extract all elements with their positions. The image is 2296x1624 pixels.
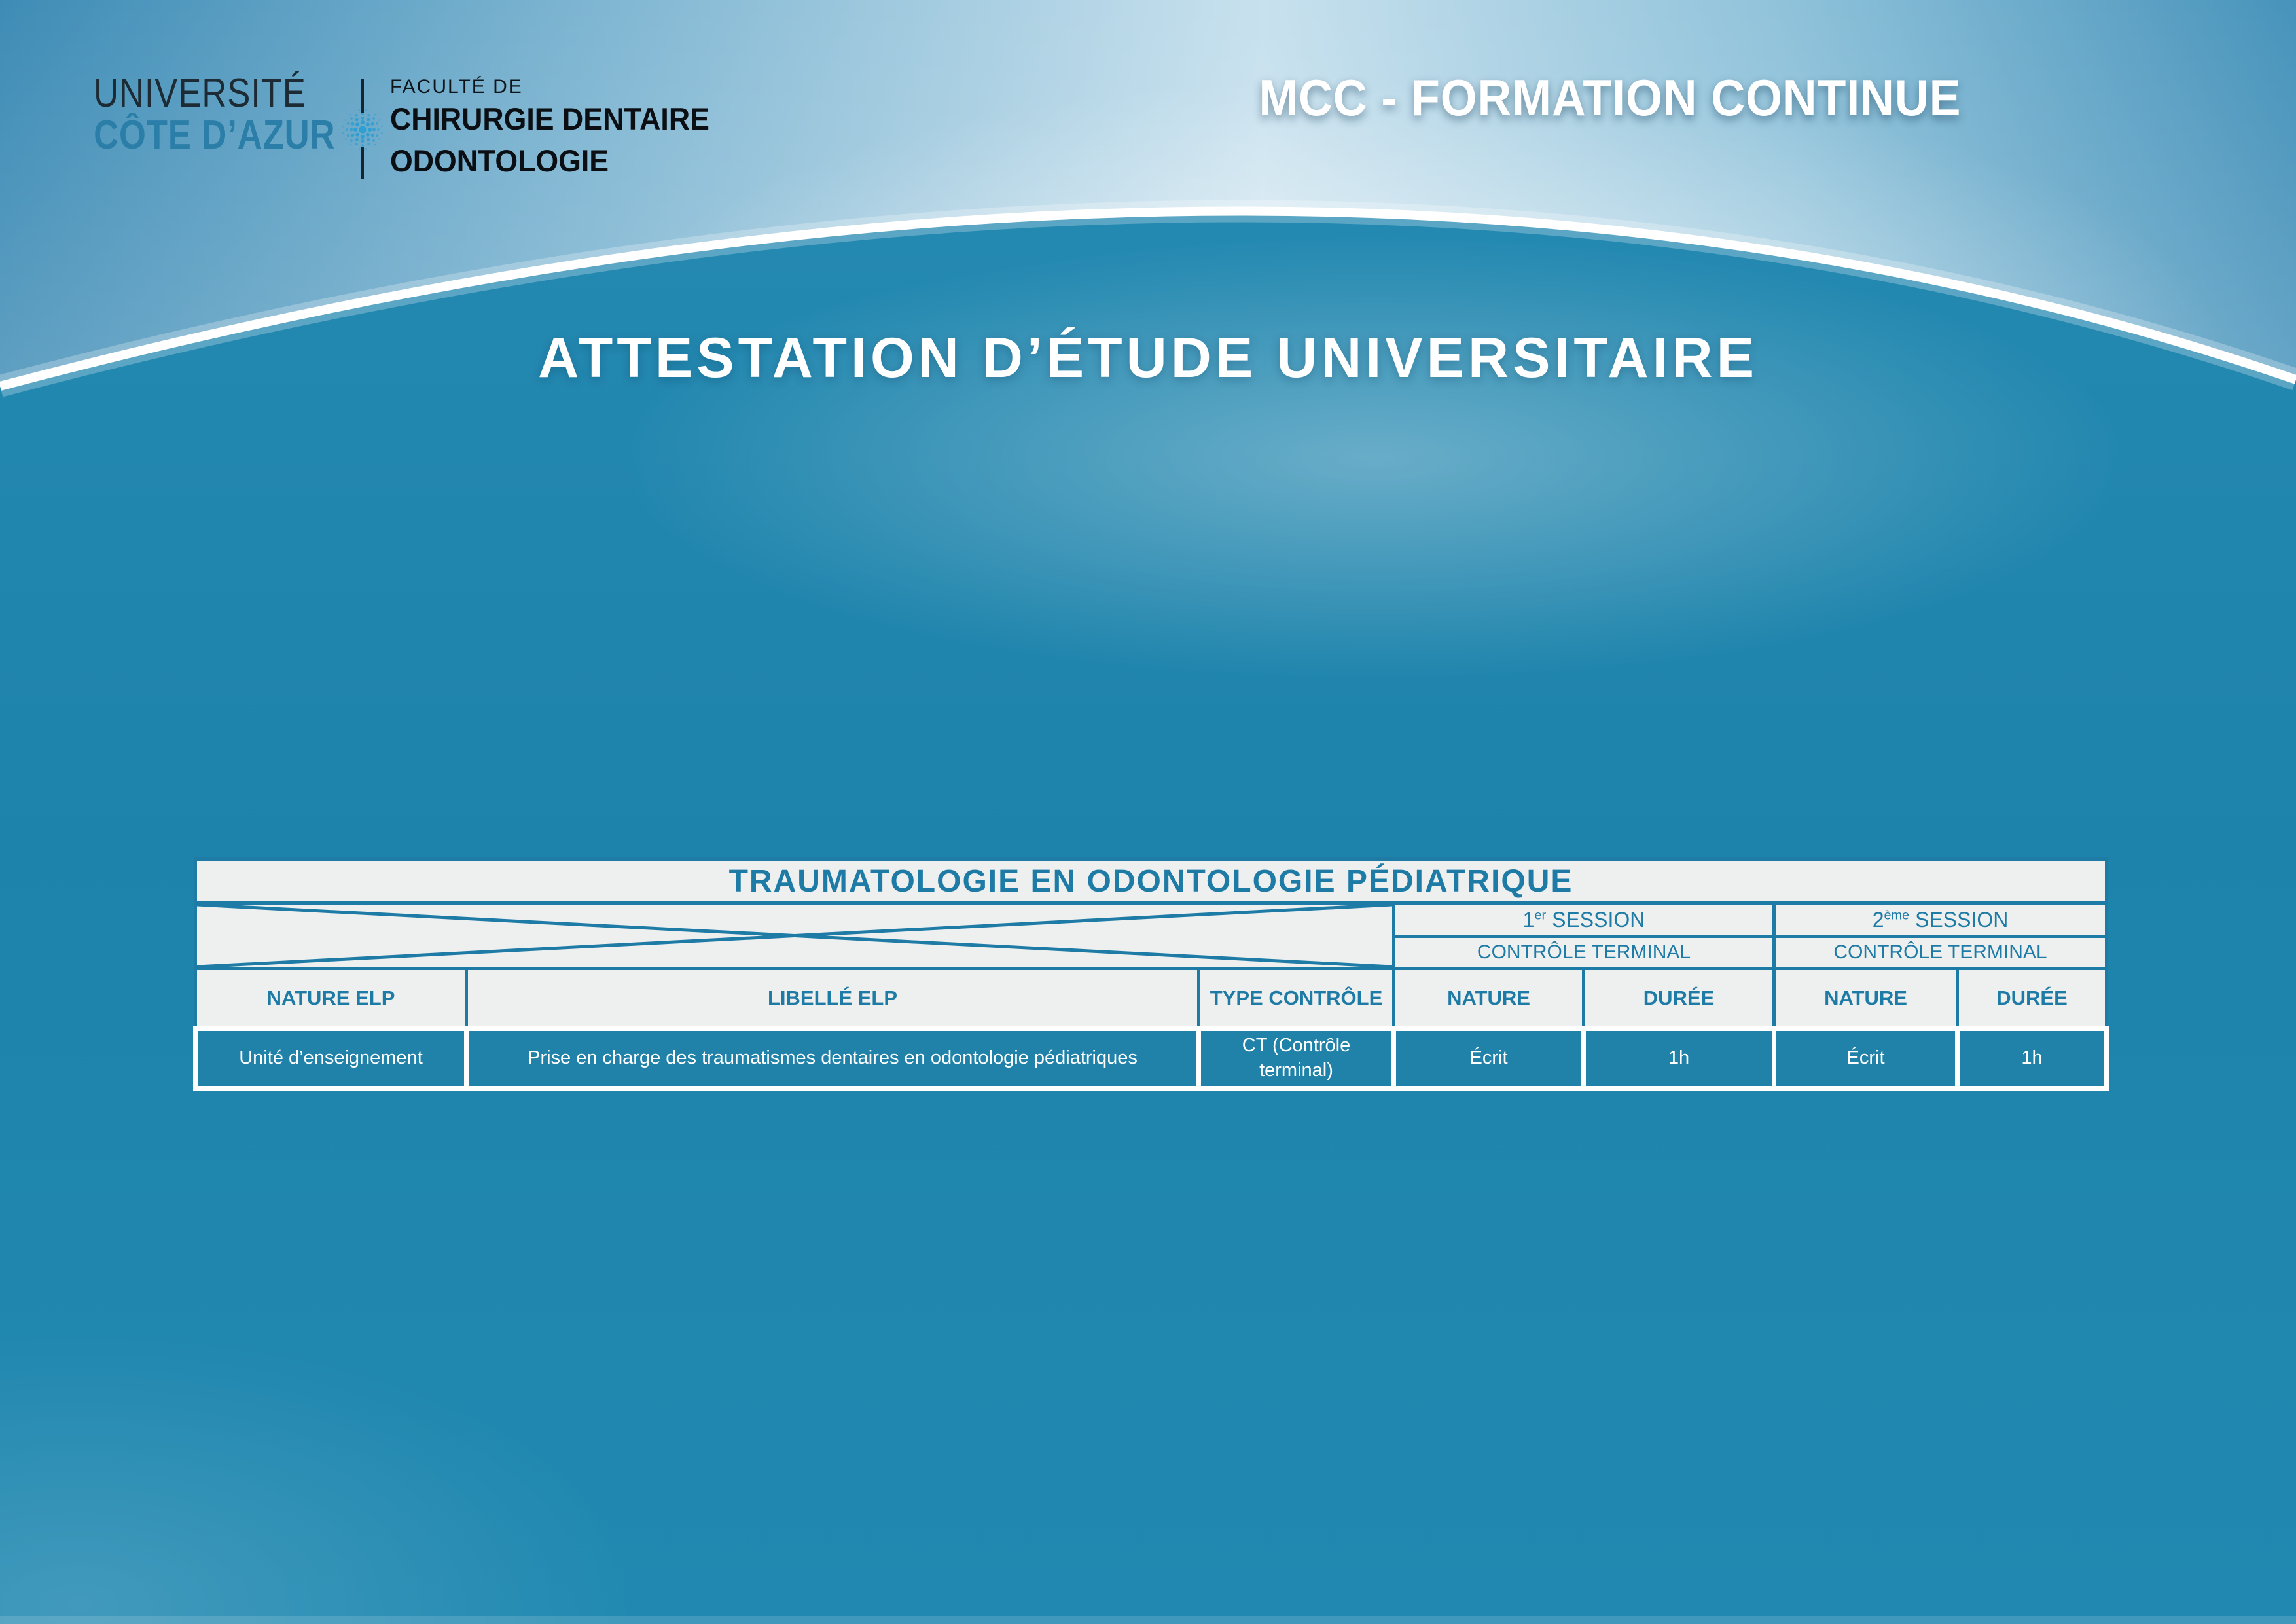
col-header-s2-duree: DURÉE (1955, 967, 2109, 1030)
crossed-empty-cell (194, 901, 1395, 970)
session-1-word: SESSION (1552, 907, 1645, 931)
program-title: MCC - FORMATION CONTINUE (1258, 69, 1961, 126)
logo-separator-top (361, 79, 364, 113)
cell-type-controle: CT (Contrôle terminal) (1196, 1026, 1396, 1091)
col-header-s1-nature: NATURE (1392, 967, 1585, 1030)
mcc-table: TRAUMATOLOGIE EN ODONTOLOGIE PÉDIATRIQUE… (193, 857, 2109, 1091)
faculty-prefix-text: FACULTÉ DE (390, 76, 523, 98)
col-header-s1-duree: DURÉE (1582, 967, 1776, 1030)
cell-s2-duree: 1h (1954, 1026, 2109, 1091)
col-header-s2-nature: NATURE (1772, 967, 1959, 1030)
uca-dots-icon (342, 109, 383, 150)
col-header-type-controle: TYPE CONTRÔLE (1197, 967, 1395, 1030)
session-2-word: SESSION (1915, 907, 2009, 931)
faculty-odontologie-text: ODONTOLOGIE (390, 143, 609, 178)
session-2-control: CONTRÔLE TERMINAL (1772, 935, 2109, 970)
col-header-libelle-elp: LIBELLÉ ELP (465, 967, 1200, 1030)
session-2-header: 2ème SESSION (1772, 901, 2109, 938)
logo-cote-dazur-text: CÔTE D’AZUR (94, 113, 336, 158)
session-1-number: 1 (1522, 907, 1535, 931)
cell-libelle-elp: Prise en charge des traumatismes dentair… (464, 1026, 1201, 1091)
table-title-row: TRAUMATOLOGIE EN ODONTOLOGIE PÉDIATRIQUE (193, 857, 2109, 905)
session-1-control: CONTRÔLE TERMINAL (1392, 935, 1776, 970)
diagonal-cross-icon (197, 905, 1392, 967)
control-header-row: CONTRÔLE TERMINAL CONTRÔLE TERMINAL (196, 935, 2109, 970)
uca-logo: UNIVERSITÉ CÔTE D’AZUR (94, 73, 879, 300)
column-header-row: NATURE ELP LIBELLÉ ELP TYPE CONTRÔLE NAT… (194, 967, 2109, 1030)
faculty-block: FACULTÉ DE CHIRURGIE DENTAIRE ODONTOLOGI… (390, 76, 726, 182)
cell-nature-elp: Unité d’enseignement (193, 1026, 469, 1091)
session-2-number: 2 (1872, 907, 1884, 931)
logo-separator-bottom (361, 147, 364, 179)
session-1-ordinal: er (1534, 907, 1547, 922)
faculty-chirurgie-text: CHIRURGIE DENTAIRE (390, 101, 709, 136)
table-title: TRAUMATOLOGIE EN ODONTOLOGIE PÉDIATRIQUE (193, 857, 2109, 905)
cell-s2-nature: Écrit (1772, 1026, 1960, 1091)
page-title: ATTESTATION D’ÉTUDE UNIVERSITAIRE (538, 327, 1758, 389)
col-header-nature-elp: NATURE ELP (194, 967, 468, 1030)
cell-s1-nature: Écrit (1391, 1026, 1586, 1091)
cell-s1-duree: 1h (1581, 1026, 1776, 1091)
table-row: Unité d’enseignement Prise en charge des… (193, 1026, 2109, 1091)
session-2-ordinal: ème (1884, 907, 1910, 922)
session-header-row: 1er SESSION 2ème SESSION (194, 901, 2109, 970)
session-1-header: 1er SESSION (1392, 901, 1776, 938)
logo-universite-text: UNIVERSITÉ (94, 71, 306, 116)
